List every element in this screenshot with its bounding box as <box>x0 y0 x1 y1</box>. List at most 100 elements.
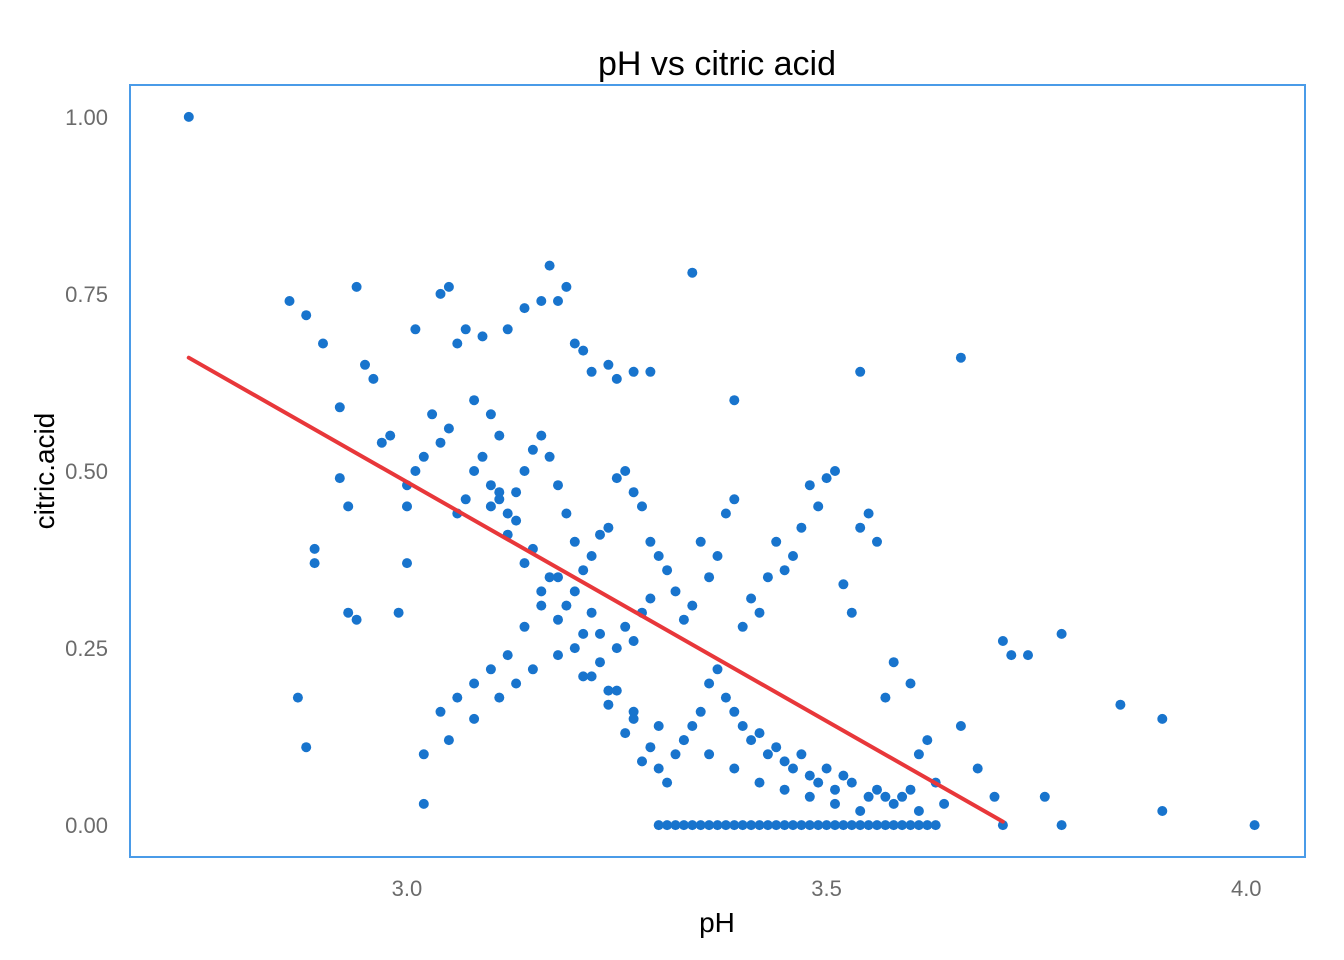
data-point <box>779 820 790 831</box>
data-point <box>494 487 505 498</box>
data-point <box>838 579 849 590</box>
data-point <box>443 735 454 746</box>
plot-frame <box>129 84 1306 858</box>
data-point <box>318 338 328 349</box>
data-point <box>334 402 345 413</box>
data-point <box>922 735 933 746</box>
data-point <box>804 770 815 781</box>
data-point <box>301 310 312 321</box>
data-point <box>628 636 639 646</box>
data-point <box>863 791 874 802</box>
data-point <box>611 685 622 696</box>
data-point <box>620 621 631 632</box>
data-point <box>913 749 924 760</box>
data-point <box>846 607 857 618</box>
data-point <box>712 551 723 561</box>
data-point <box>301 742 312 753</box>
data-point <box>720 692 731 703</box>
data-point <box>712 820 723 831</box>
data-point <box>855 806 866 816</box>
data-point <box>427 409 438 420</box>
data-point <box>762 749 773 760</box>
y-axis-ticks: 0.00 0.25 0.50 0.75 1.00 <box>65 105 108 838</box>
data-point <box>536 600 547 611</box>
data-point <box>502 508 513 519</box>
data-point <box>771 742 782 753</box>
data-point <box>779 565 790 576</box>
data-point <box>183 111 194 122</box>
data-point <box>830 820 840 831</box>
data-point <box>485 480 496 491</box>
data-point <box>351 281 362 292</box>
data-point <box>418 749 429 760</box>
data-point <box>779 784 790 795</box>
data-point <box>905 784 916 795</box>
data-point <box>469 713 480 724</box>
data-point <box>418 798 429 809</box>
x-tick-label: 3.0 <box>392 876 423 901</box>
data-point <box>360 359 370 370</box>
data-point <box>662 565 673 576</box>
data-point <box>678 820 689 831</box>
data-point <box>704 749 715 760</box>
data-point <box>779 756 790 767</box>
data-point <box>855 522 866 533</box>
data-point <box>1039 791 1050 802</box>
data-point <box>687 721 698 731</box>
y-axis-title: citric.acid <box>29 413 60 530</box>
data-point <box>603 699 614 710</box>
data-point <box>519 558 530 569</box>
data-point <box>796 820 807 831</box>
data-point <box>527 664 538 675</box>
data-point <box>754 777 765 788</box>
data-point <box>670 749 681 760</box>
data-point <box>603 685 614 696</box>
data-point <box>704 820 715 831</box>
data-point <box>586 671 597 682</box>
data-point <box>913 820 924 831</box>
data-point <box>796 749 807 760</box>
data-point <box>611 643 622 654</box>
data-point <box>536 586 547 597</box>
data-point <box>746 820 757 831</box>
data-point <box>754 728 765 739</box>
data-points <box>183 111 1260 831</box>
data-point <box>762 820 773 831</box>
data-point <box>544 572 555 583</box>
data-point <box>645 536 656 547</box>
data-point <box>418 451 429 462</box>
data-point <box>578 345 589 356</box>
data-point <box>469 395 480 406</box>
data-point <box>603 522 614 533</box>
data-point <box>343 607 354 618</box>
data-point <box>804 791 815 802</box>
data-point <box>620 466 631 476</box>
data-point <box>880 791 891 802</box>
data-point <box>737 721 748 731</box>
x-tick-label: 3.5 <box>811 876 842 901</box>
data-point <box>788 820 798 831</box>
data-point <box>678 735 689 746</box>
data-point <box>955 721 966 731</box>
data-point <box>385 430 396 441</box>
data-point <box>611 473 622 484</box>
data-point <box>922 820 933 831</box>
data-point <box>653 820 664 831</box>
data-point <box>1157 806 1168 816</box>
data-point <box>729 395 740 406</box>
y-tick-label: 1.00 <box>65 105 108 130</box>
data-point <box>754 607 765 618</box>
data-point <box>477 451 488 462</box>
data-point <box>1157 713 1168 724</box>
data-point <box>695 820 706 831</box>
data-point <box>553 650 563 661</box>
data-point <box>821 763 832 774</box>
data-point <box>351 614 362 625</box>
data-point <box>637 501 647 512</box>
data-point <box>687 820 698 831</box>
data-point <box>435 437 446 448</box>
data-point <box>695 706 706 717</box>
data-point <box>754 820 765 831</box>
y-tick-label: 0.75 <box>65 282 108 307</box>
data-point <box>888 798 899 809</box>
